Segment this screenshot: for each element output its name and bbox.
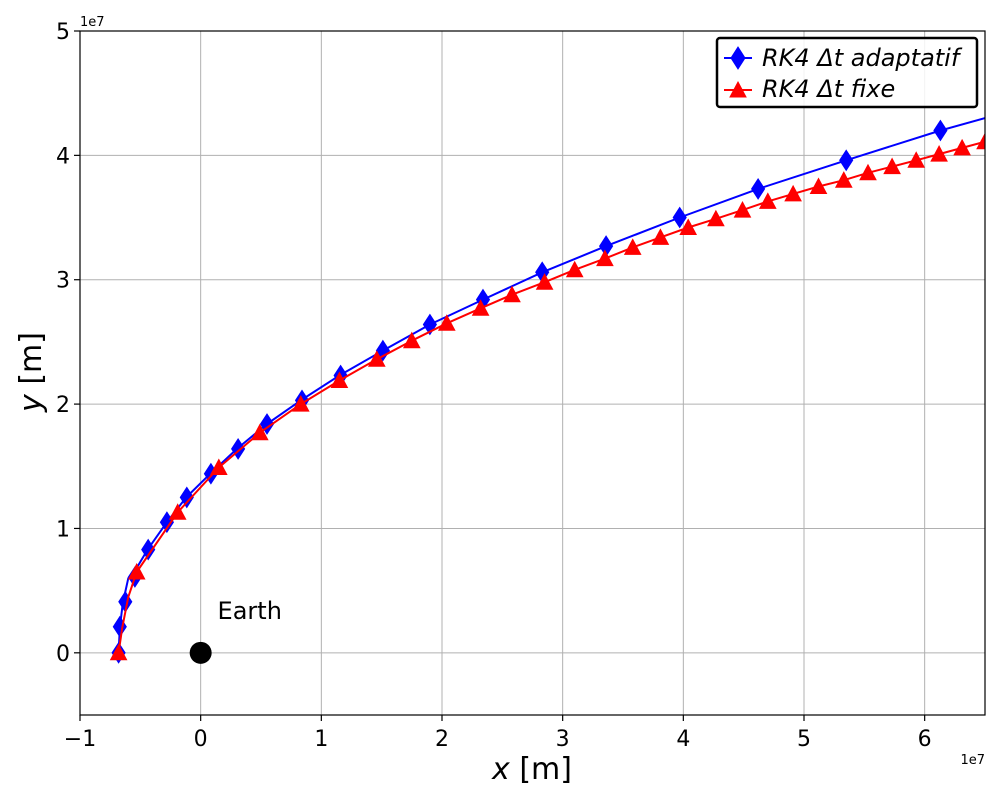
x-tick-label: 6: [918, 727, 932, 752]
earth-layer: Earth: [189, 597, 282, 664]
series-marker-0: [141, 538, 156, 561]
y-tick-label: 4: [56, 144, 70, 169]
y-tick-label: 1: [56, 517, 70, 542]
x-axis-label: x [m]: [491, 752, 572, 787]
plot-frame: [79, 30, 986, 716]
y-axis-label: y [m]: [14, 332, 49, 413]
x-tick-label: 0: [194, 727, 208, 752]
series-marker-1: [471, 299, 490, 316]
legend: RK4 Δt adaptatif RK4 Δt fixe: [715, 36, 979, 109]
series-marker-1: [733, 201, 752, 218]
series-marker-1: [883, 157, 901, 175]
series-marker-1: [596, 249, 614, 267]
y-tick-label: 0: [56, 642, 70, 667]
legend-diamond-icon: [730, 46, 746, 70]
x-tick-label: 4: [676, 727, 690, 752]
series-marker-1: [127, 562, 146, 580]
series-marker-1: [930, 145, 948, 162]
legend-triangle-icon: [729, 80, 747, 98]
y-axis-var: y: [14, 393, 49, 413]
series-marker-1: [209, 458, 228, 475]
legend-label-fixe: RK4 Δt fixe: [762, 75, 895, 103]
series-marker-1: [565, 260, 584, 278]
series-marker-1: [250, 423, 269, 441]
series-marker-1: [168, 503, 187, 520]
series-marker-1: [623, 238, 642, 255]
series-marker-1: [402, 331, 421, 349]
x-ticks: −1 0 1 2 3 4 5 6: [64, 715, 932, 752]
x-tick-label: −1: [64, 727, 96, 752]
series-marker-1: [859, 163, 877, 181]
series-marker-1: [535, 273, 554, 290]
series-marker-1: [679, 218, 698, 235]
series-marker-1: [651, 228, 670, 245]
y-ticks: 0 1 2 3 4 5: [56, 20, 80, 667]
legend-box: [715, 36, 979, 109]
series-marker-1: [784, 184, 802, 202]
series-marker-1: [907, 151, 926, 168]
series-marker-1: [976, 132, 985, 150]
series-marker-1: [953, 138, 971, 156]
series-layer: [109, 117, 985, 664]
series-marker-0: [839, 149, 854, 172]
y-tick-label: 3: [56, 269, 70, 294]
series-marker-1: [707, 209, 725, 227]
legend-label-adaptatif: RK4 Δt adaptatif: [762, 44, 963, 72]
series-marker-1: [291, 395, 310, 412]
series-marker-0: [933, 119, 948, 142]
x-tick-label: 5: [797, 727, 811, 752]
series-marker-0: [672, 206, 687, 229]
series-marker-1: [330, 371, 349, 388]
series-marker-1: [367, 350, 386, 367]
x-tick-label: 2: [435, 727, 449, 752]
earth-marker: [189, 641, 212, 664]
series-marker-0: [179, 486, 194, 509]
x-tick-label: 1: [314, 727, 328, 752]
earth-annotation: Earth: [218, 597, 282, 625]
grid: [79, 30, 985, 715]
series-marker-1: [758, 192, 777, 209]
series-marker-0: [751, 177, 766, 200]
series-line-0: [117, 117, 985, 653]
y-tick-label: 2: [56, 393, 70, 418]
y-tick-label: 5: [56, 20, 70, 45]
x-axis-unit: [m]: [510, 752, 572, 787]
y-axis-unit: [m]: [14, 332, 49, 394]
y-offset-label: 1e7: [80, 15, 105, 30]
x-offset-label: 1e7: [960, 753, 985, 768]
series-marker-1: [809, 177, 828, 194]
x-axis-var: x: [491, 752, 510, 787]
series-line-1: [117, 140, 985, 653]
series-marker-1: [834, 171, 853, 188]
x-tick-label: 3: [556, 727, 570, 752]
series-marker-1: [503, 285, 521, 303]
series-marker-1: [109, 643, 128, 661]
series-marker-1: [437, 314, 456, 331]
